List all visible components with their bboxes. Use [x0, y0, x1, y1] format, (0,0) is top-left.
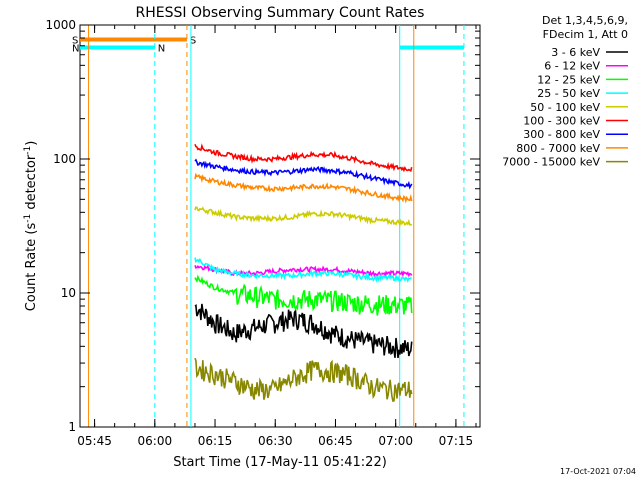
legend-label-2: 12 - 25 keV [537, 73, 600, 86]
y-axis-label-exp1: -1 [23, 214, 33, 223]
y-axis-label: Count Rate (s-1 detector-1) [23, 141, 39, 312]
x-tick-label-6: 07:15 [439, 434, 474, 448]
y-tick-label-1: 10 [61, 286, 76, 300]
legend-label-7: 800 - 7000 keV [516, 142, 600, 155]
legend-header-line-2: FDecim 1, Att 0 [543, 28, 628, 41]
legend-label-4: 50 - 100 keV [530, 101, 600, 114]
chart-title: RHESSI Observing Summary Count Rates [136, 5, 425, 21]
state-bar-label-1: N [72, 43, 79, 54]
legend-header-line-1: Det 1,3,4,5,6,9, [542, 14, 628, 27]
y-axis-label-exp2: -1 [23, 146, 33, 155]
legend-label-0: 3 - 6 keV [551, 46, 600, 59]
series-line-5 [194, 143, 413, 173]
state-bar-end-label-1: N [158, 43, 165, 54]
x-axis-label: Start Time (17-May-11 05:41:22) [173, 455, 387, 470]
state-bar-end-label-0: S [190, 35, 196, 46]
state-bar-label-0: S [72, 35, 78, 46]
series-line-0 [194, 303, 413, 358]
series-line-6 [194, 158, 413, 190]
series-line-2 [194, 274, 413, 316]
legend-label-8: 7000 - 15000 keV [502, 156, 600, 169]
x-tick-label-2: 06:15 [198, 434, 233, 448]
x-tick-label-1: 06:00 [138, 434, 173, 448]
legend-label-3: 25 - 50 keV [537, 87, 600, 100]
legend-label-6: 300 - 800 keV [523, 128, 600, 141]
x-tick-label-3: 06:30 [258, 434, 293, 448]
plot-frame [79, 24, 481, 428]
y-axis-label-main: Count Rate (s [24, 223, 39, 312]
y-tick-label-0: 1 [68, 420, 76, 434]
x-tick-label-5: 07:00 [378, 434, 413, 448]
series-line-8 [194, 357, 413, 403]
y-axis-label-end: ) [24, 141, 39, 146]
series-line-3 [194, 257, 412, 283]
spacecraft-state-bars: S SN N [72, 25, 465, 427]
x-tick-label-0: 05:45 [77, 434, 112, 448]
footer-date: 17-Oct-2021 07:04 [560, 467, 636, 476]
x-tick-label-4: 06:45 [318, 434, 353, 448]
series-line-7 [194, 172, 413, 204]
y-tick-label-2: 100 [53, 152, 76, 166]
y-axis-label-mid: detector [24, 154, 39, 214]
legend: Det 1,3,4,5,6,9, FDecim 1, Att 0 3 - 6 k… [502, 14, 628, 169]
series-line-4 [194, 206, 413, 227]
axes-ticks: 05:45 06:00 06:15 06:30 06:45 07:00 07:15 1 10 10… [45, 18, 480, 448]
y-tick-label-3: 1000 [45, 18, 76, 32]
legend-label-1: 6 - 12 keV [544, 60, 600, 73]
legend-label-5: 100 - 300 keV [523, 115, 600, 128]
series-lines [194, 143, 413, 403]
